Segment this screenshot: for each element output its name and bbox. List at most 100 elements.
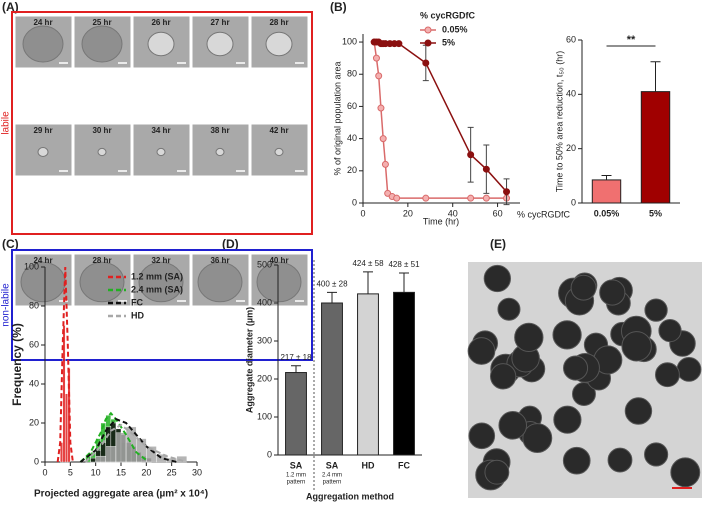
aggregate <box>658 318 682 343</box>
aggregate <box>522 423 553 453</box>
aggregate <box>562 446 591 475</box>
aggregate <box>22 25 64 63</box>
fit-curve <box>79 417 177 463</box>
bar <box>393 291 415 456</box>
aggregate <box>498 411 528 440</box>
aggregate <box>81 25 123 63</box>
row-label: labile <box>1 111 12 135</box>
x-tick-label: 60 <box>493 208 503 218</box>
aggregate <box>274 147 284 157</box>
aggregate <box>467 337 496 365</box>
legend-label: 5% <box>442 37 455 47</box>
aggregate <box>483 264 511 293</box>
x-tick-label: 0 <box>42 467 47 477</box>
category-note: pattern <box>323 480 342 486</box>
y-tick-label: 0 <box>571 197 576 207</box>
y-tick-label: 100 <box>342 36 357 46</box>
y-tick-label: 60 <box>566 34 576 44</box>
y-axis-label: Time to 50% area reduction, t₅₀ (hr) <box>554 51 564 193</box>
x-tick-label: 0 <box>360 208 365 218</box>
x-tick-label: SA <box>290 460 303 470</box>
time-label: 30 hr <box>92 126 111 135</box>
time-label: 24 hr <box>33 256 52 265</box>
time-label: 32 hr <box>151 256 170 265</box>
aggregate <box>156 147 166 157</box>
data-point <box>379 135 387 143</box>
aggregate <box>552 320 582 350</box>
time-label: 42 hr <box>269 126 288 135</box>
timelapse: 24 hr 25 hr 26 hr 27 hr 28 hr 29 hr 30 hr 34 hr… <box>14 15 309 307</box>
y-tick-label: 200 <box>257 373 272 383</box>
x-tick-label: 25 <box>167 467 177 477</box>
x-axis-label: % cycRGDfC <box>517 209 571 219</box>
panel-label: (D) <box>222 237 239 251</box>
histogram-bar <box>176 455 188 463</box>
y-tick-label: 500 <box>257 259 272 269</box>
aggregate <box>37 147 49 157</box>
data-point <box>467 151 475 159</box>
y-tick-label: 20 <box>347 165 357 175</box>
histogram-bar <box>105 446 117 463</box>
y-tick-label: 40 <box>566 89 576 99</box>
category-note: 2.4 mm <box>322 473 342 479</box>
aggregate <box>147 31 175 57</box>
aggregate <box>256 261 302 303</box>
aggregate <box>621 331 652 362</box>
x-tick-label: SA <box>326 460 339 470</box>
bar <box>640 91 671 204</box>
time-label: 36 hr <box>210 256 229 265</box>
aggregate <box>265 31 293 57</box>
aggregate <box>644 442 669 467</box>
y-tick-label: 300 <box>257 335 272 345</box>
y-tick-label: 0 <box>352 197 357 207</box>
x-tick-label: 5 <box>68 467 73 477</box>
aggregate <box>607 447 633 473</box>
row-label: non-labile <box>1 283 12 327</box>
error-bar <box>363 271 373 294</box>
data-point <box>482 194 490 202</box>
time-label: 29 hr <box>33 126 52 135</box>
data-point <box>375 72 383 80</box>
panel-label: (C) <box>2 237 19 251</box>
aggregate <box>624 397 653 425</box>
y-tick-label: 40 <box>347 133 357 143</box>
histogram-bar <box>67 368 71 463</box>
data-point <box>422 194 430 202</box>
time-label: 26 hr <box>151 18 170 27</box>
data-point <box>467 194 475 202</box>
aggregate <box>553 405 582 434</box>
x-tick-label: HD <box>362 460 375 470</box>
y-tick-label: 20 <box>29 417 39 427</box>
data-point <box>377 104 385 112</box>
data-point <box>503 188 511 196</box>
aggregate <box>644 298 668 322</box>
y-tick-label: 80 <box>29 300 39 310</box>
aggregate <box>514 322 544 353</box>
category-note: 1.2 mm <box>286 473 306 479</box>
legend-label: HD <box>131 310 144 320</box>
x-tick-label: 0.05% <box>594 208 620 218</box>
aggregate <box>599 279 626 306</box>
legend-label: 2.4 mm (SA) <box>131 284 183 294</box>
error-bar <box>601 175 612 180</box>
aggregate <box>138 261 184 303</box>
non-labile-frame <box>11 249 313 361</box>
y-tick-label: 60 <box>347 101 357 111</box>
x-tick-label: 15 <box>116 467 126 477</box>
x-tick-label: 20 <box>141 467 151 477</box>
x-tick-label: 30 <box>192 467 202 477</box>
data-point <box>381 160 389 168</box>
legend-title: % cycRGDfC <box>420 10 476 20</box>
y-tick-label: 40 <box>29 378 39 388</box>
time-label: 25 hr <box>92 18 111 27</box>
bar <box>285 372 307 456</box>
time-label: 28 hr <box>92 256 111 265</box>
y-tick-label: 100 <box>24 261 39 271</box>
error-bar <box>327 291 337 303</box>
fit-curve <box>79 411 147 463</box>
aggregate <box>215 147 225 157</box>
histogram-bar <box>65 393 69 463</box>
panel-label: (E) <box>490 237 506 251</box>
data-point <box>422 59 430 67</box>
aggregate <box>654 362 680 388</box>
